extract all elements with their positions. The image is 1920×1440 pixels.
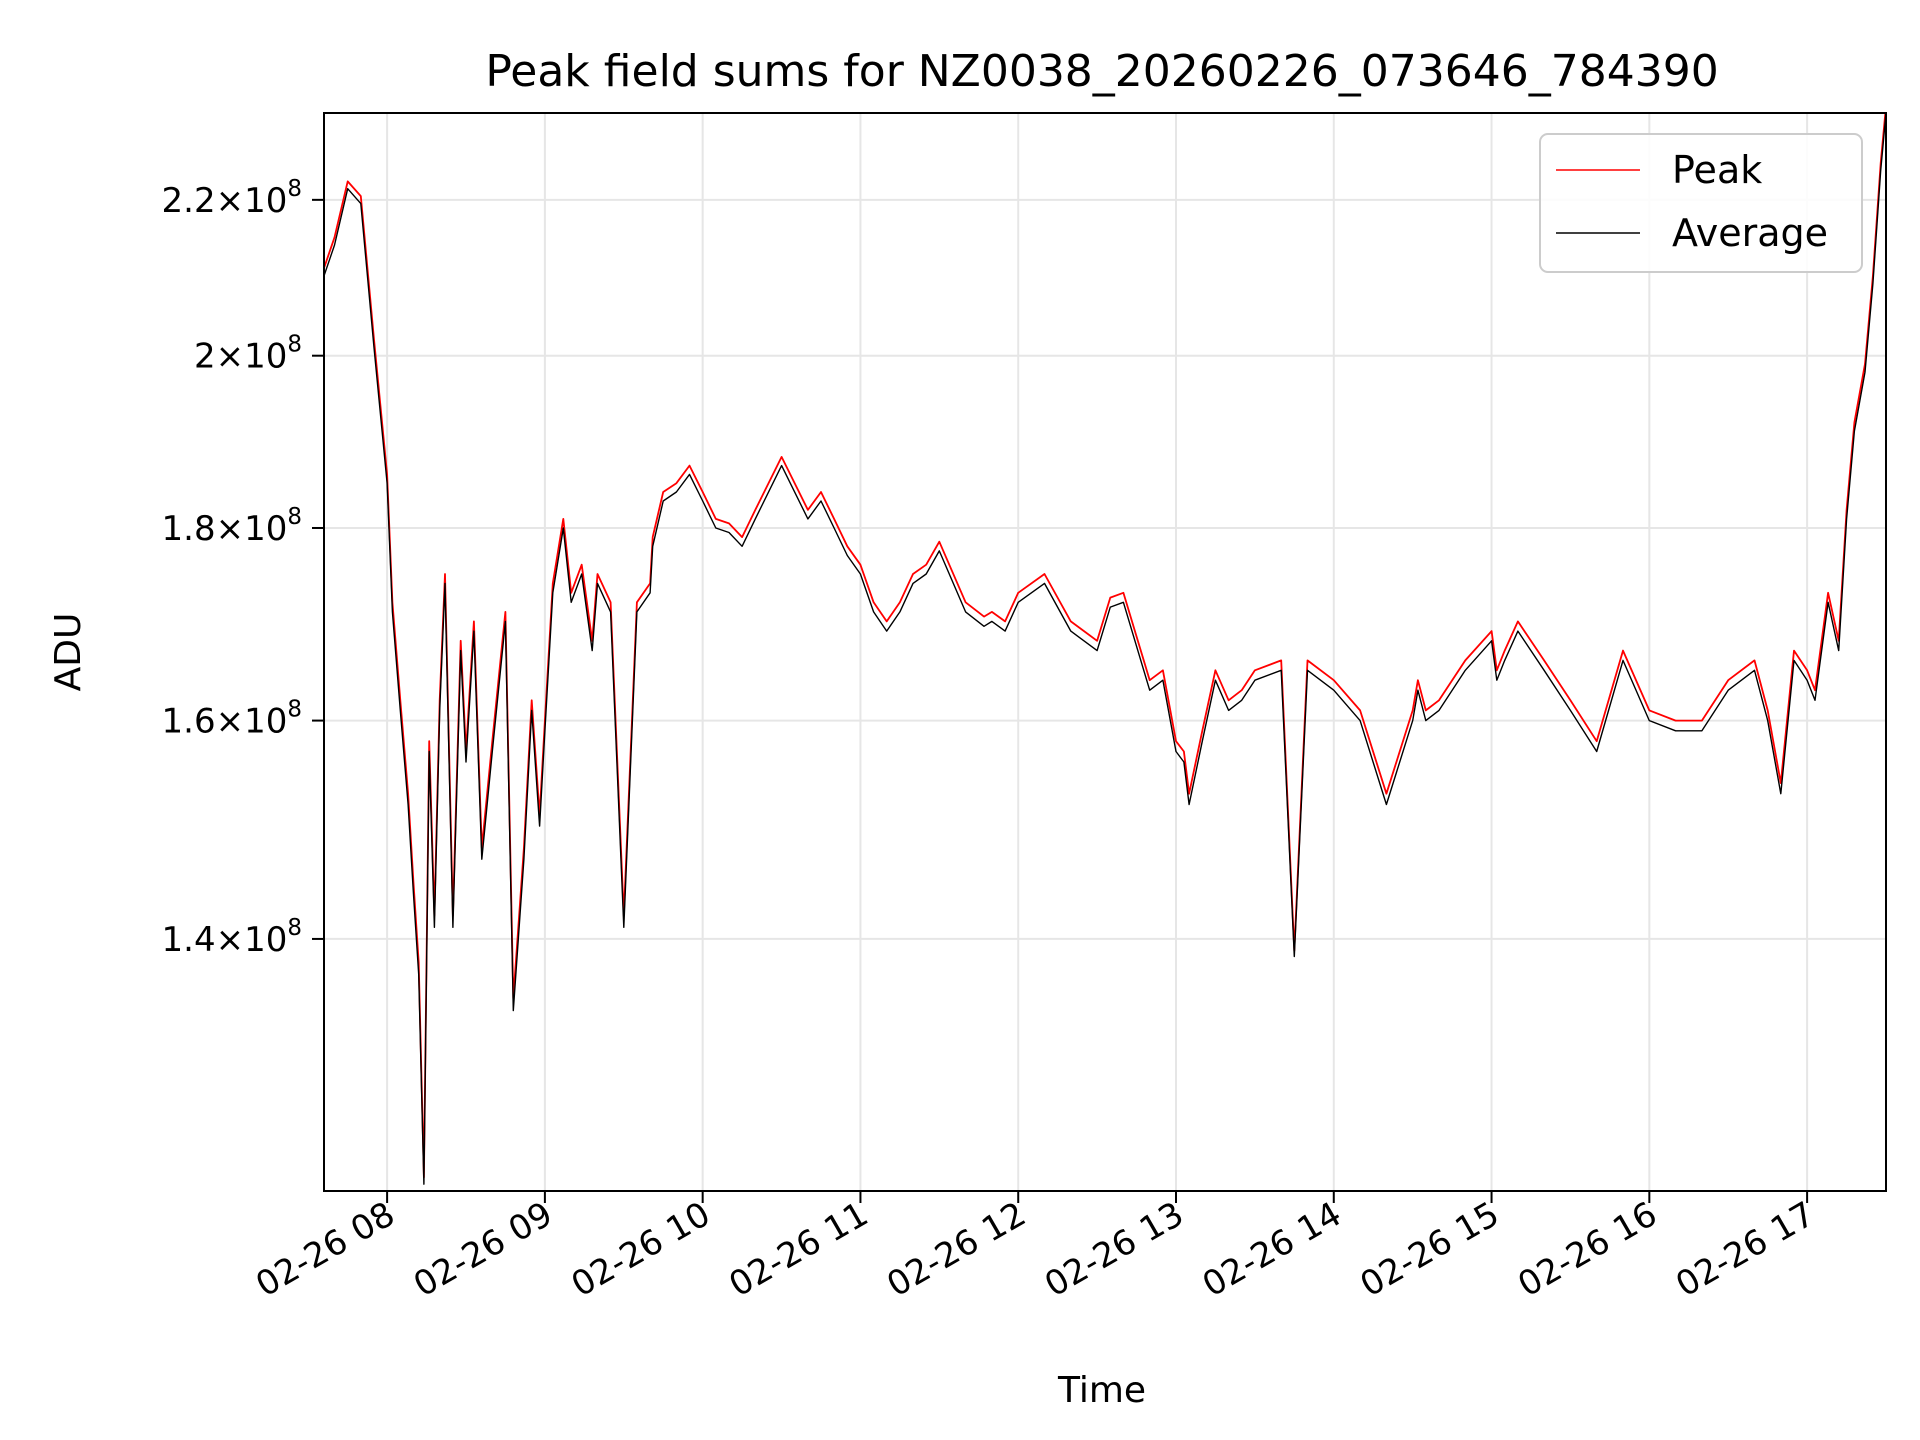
legend-label-peak: Peak <box>1672 148 1762 192</box>
y-tick-exponent: 8 <box>287 176 302 202</box>
series-lines <box>324 113 1886 1185</box>
series-line-average <box>324 113 1886 1185</box>
chart-title: Peak field sums for NZ0038_20260226_0736… <box>485 46 1718 97</box>
legend: Peak Average <box>1539 133 1863 273</box>
legend-box <box>1539 133 1863 273</box>
y-tick-times: × <box>216 337 245 377</box>
y-tick-exponent: 8 <box>287 504 302 530</box>
y-tick-mantissa: 1.4 <box>162 920 216 960</box>
grid <box>324 113 1886 1191</box>
y-tick-exponent: 8 <box>287 915 302 941</box>
y-tick-times: × <box>216 920 245 960</box>
y-tick-label: 1.6×108 <box>162 697 302 742</box>
y-tick-base: 10 <box>244 920 287 960</box>
legend-label-average: Average <box>1672 211 1828 255</box>
y-tick-label: 2.2×108 <box>162 176 302 221</box>
y-tick-base: 10 <box>244 509 287 549</box>
y-tick-times: × <box>216 181 245 221</box>
y-tick-mantissa: 1.8 <box>162 509 216 549</box>
y-tick-exponent: 8 <box>287 697 302 723</box>
y-tick-label: 2×108 <box>194 332 302 377</box>
y-tick-times: × <box>216 509 245 549</box>
y-tick-base: 10 <box>244 181 287 221</box>
y-tick-mantissa: 2 <box>194 337 216 377</box>
y-tick-mantissa: 2.2 <box>162 181 216 221</box>
y-tick-exponent: 8 <box>287 332 302 358</box>
y-tick-times: × <box>216 702 245 742</box>
y-axis-label: ADU <box>48 613 89 692</box>
y-tick-label: 1.4×108 <box>162 915 302 960</box>
plot-frame <box>323 112 1887 1192</box>
y-tick-base: 10 <box>244 702 287 742</box>
y-tick-base: 10 <box>244 337 287 377</box>
y-tick-label: 1.8×108 <box>162 504 302 549</box>
x-axis-label: Time <box>1057 1370 1146 1411</box>
y-tick-mantissa: 1.6 <box>162 702 216 742</box>
